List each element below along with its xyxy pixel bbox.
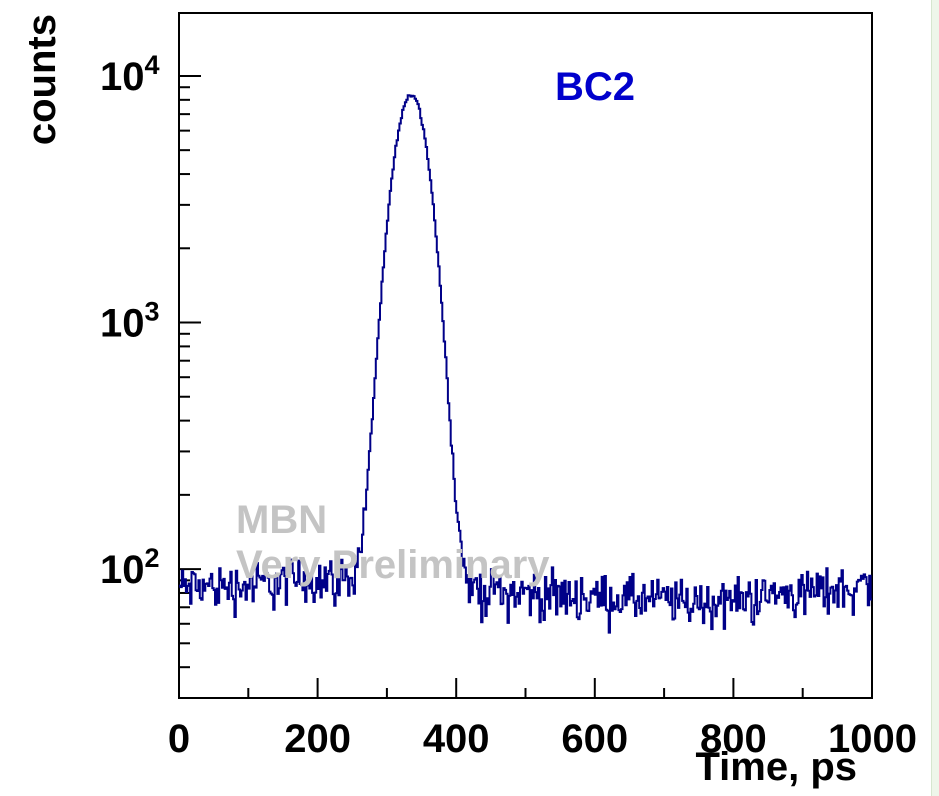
series-histogram [179,94,872,634]
x-tick-label: 600 [561,717,628,761]
series-layer [179,94,872,634]
x-tick-label: 1000 [828,717,917,761]
watermark-line-1: MBN [236,498,327,542]
watermark: MBN Very Preliminary [236,498,550,587]
y-tick-label: 104 [100,50,160,99]
window-edge [931,0,939,796]
x-axis-label: Time, ps [695,745,857,789]
x-tick-label: 200 [284,717,351,761]
y-tick-label: 102 [100,543,160,592]
x-tick-label: 800 [700,717,767,761]
y-axis-label: counts [20,14,64,145]
y-tick-label: 103 [100,297,160,346]
x-tick-label: 400 [423,717,490,761]
watermark-line-2: Very Preliminary [236,543,550,587]
x-tick-label: 0 [168,717,190,761]
axes: 0 200 400 600 800 1000 102 103 104 [100,12,917,761]
plot-frame [178,12,873,699]
annotation-label: BC2 [555,65,635,109]
